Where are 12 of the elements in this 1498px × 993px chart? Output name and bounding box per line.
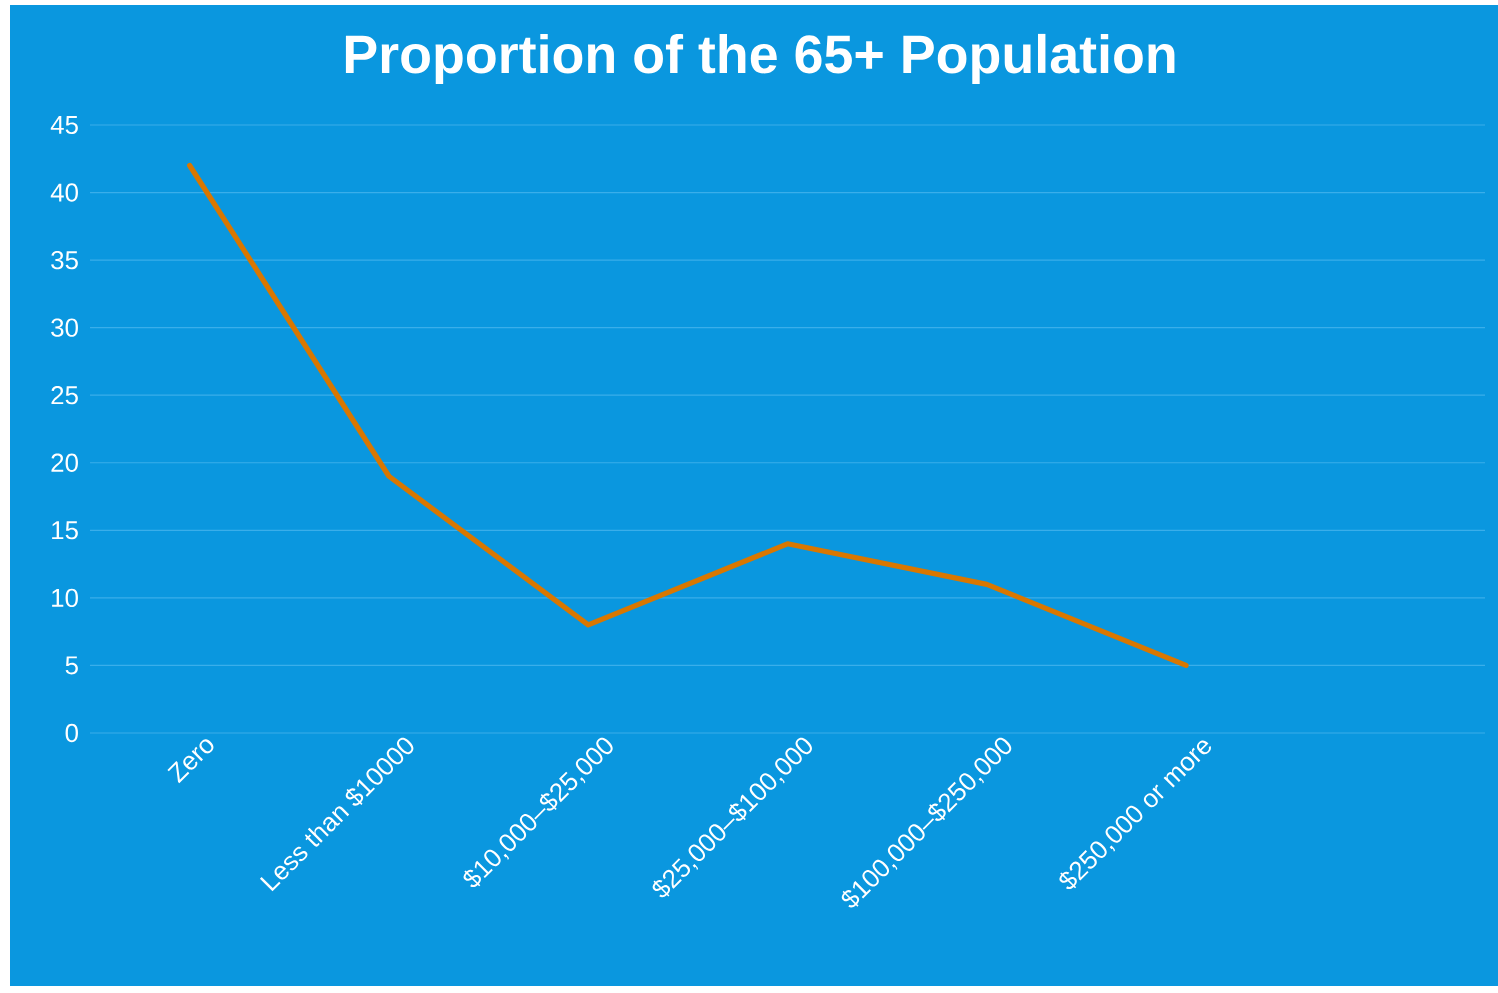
y-tick-label: 15: [52, 521, 78, 540]
y-tick-label: 0: [65, 723, 78, 743]
y-tick-label: 30: [51, 318, 78, 337]
y-tick-label: 5: [65, 656, 78, 675]
y-tick-label: 10: [52, 588, 78, 608]
y-tick-label: 40: [50, 183, 78, 202]
y-tick-label: 35: [51, 250, 78, 270]
y-tick-label: 45: [50, 115, 78, 135]
y-tick-label: 25: [51, 386, 78, 405]
x-tick-label: Zero: [167, 739, 214, 784]
y-tick-label: 20: [51, 453, 78, 472]
chart-title: Proportion of the 65+ Population: [345, 33, 1175, 85]
